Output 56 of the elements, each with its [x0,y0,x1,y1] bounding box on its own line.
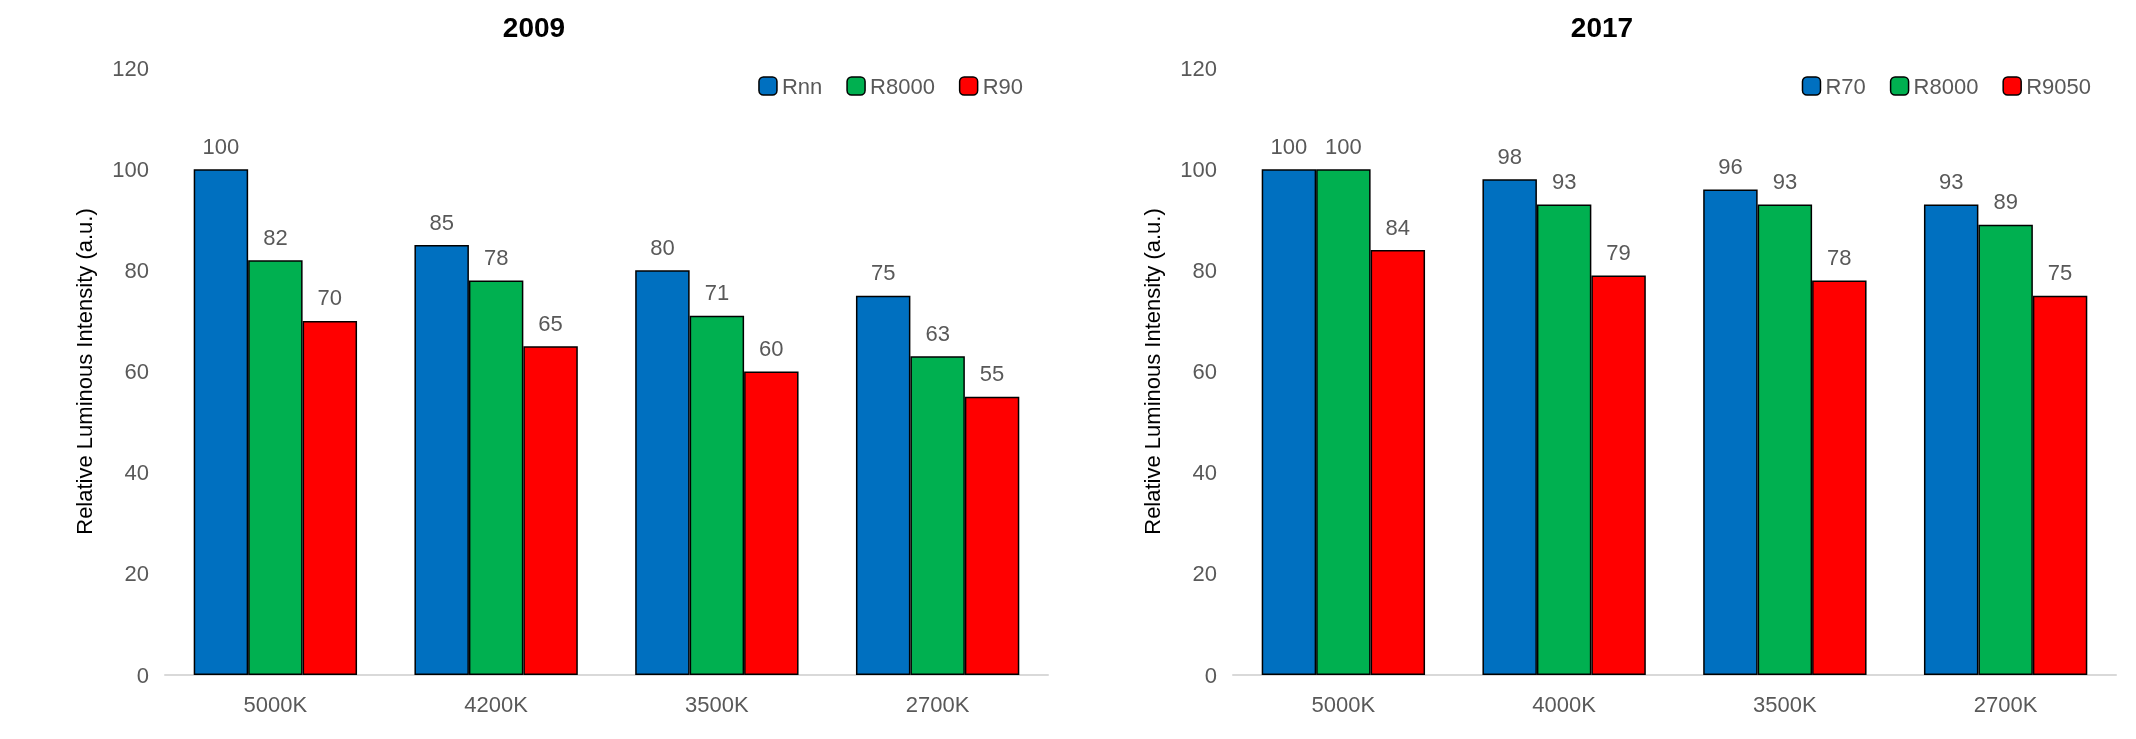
y-tick-label: 100 [1180,156,1217,182]
y-tick-label: 20 [124,561,149,587]
x-tick-label: 5000K [243,691,308,717]
legend-label: R90 [982,73,1023,99]
y-tick-label: 20 [1192,561,1217,587]
legend-label: R8000 [1913,73,1979,99]
y-tick-label: 60 [1192,359,1217,384]
y-tick-label: 120 [1180,55,1217,81]
y-tick-label: 0 [1204,662,1217,688]
data-label: 93 [1551,169,1577,195]
data-label: 96 [1718,153,1743,179]
data-label: 79 [1606,239,1631,265]
y-tick-label: 40 [124,460,149,486]
data-label: 63 [925,320,950,346]
y-tick-label: 120 [112,55,149,81]
legend-label: Rnn [781,73,823,99]
x-tick-label: 5000K [1311,691,1376,717]
data-label: 75 [870,260,896,286]
legend-label: R9050 [2026,73,2092,99]
y-tick-label: 40 [1192,460,1217,486]
x-tick-label: 3500K [685,691,749,717]
data-label: 85 [429,209,454,235]
data-label: 75 [2047,260,2073,286]
data-label: 93 [1938,169,1964,195]
data-label: 89 [1993,189,2018,215]
y-tick-label: 0 [136,662,149,688]
x-tick-label: 2700K [1973,691,2038,717]
data-label: 71 [704,280,730,306]
data-label: 100 [1270,133,1308,159]
y-tick-label: 60 [124,359,149,384]
y-tick-label: 80 [1192,257,1217,283]
x-tick-label: 4200K [464,691,529,717]
y-tick-label: 80 [124,257,149,283]
data-label: 98 [1497,143,1522,169]
data-label: 78 [483,244,509,270]
legend-label: R70 [1825,73,1866,99]
data-label: 65 [538,310,563,336]
chart-title: 2017 [1570,11,1634,43]
y-tick-label: 100 [112,156,149,182]
data-label: 100 [202,133,240,159]
data-label: 93 [1772,169,1798,195]
data-label: 100 [1325,133,1362,159]
chart-title: 2009 [502,11,566,43]
legend-label: R8000 [870,73,935,99]
data-label: 55 [979,361,1005,387]
data-label: 84 [1385,214,1411,240]
data-label: 80 [650,234,675,260]
x-tick-label: 4000K [1532,691,1597,717]
x-tick-label: 3500K [1753,691,1817,717]
data-label: 60 [759,336,784,361]
x-tick-label: 2700K [905,691,970,717]
data-label: 78 [1827,244,1852,270]
y-axis-title: Relative Luminous Intensity (a.u.) [71,208,97,535]
data-label: 82 [263,224,288,250]
data-label: 70 [317,285,343,311]
y-axis-title: Relative Luminous Intensity (a.u.) [1139,208,1165,535]
